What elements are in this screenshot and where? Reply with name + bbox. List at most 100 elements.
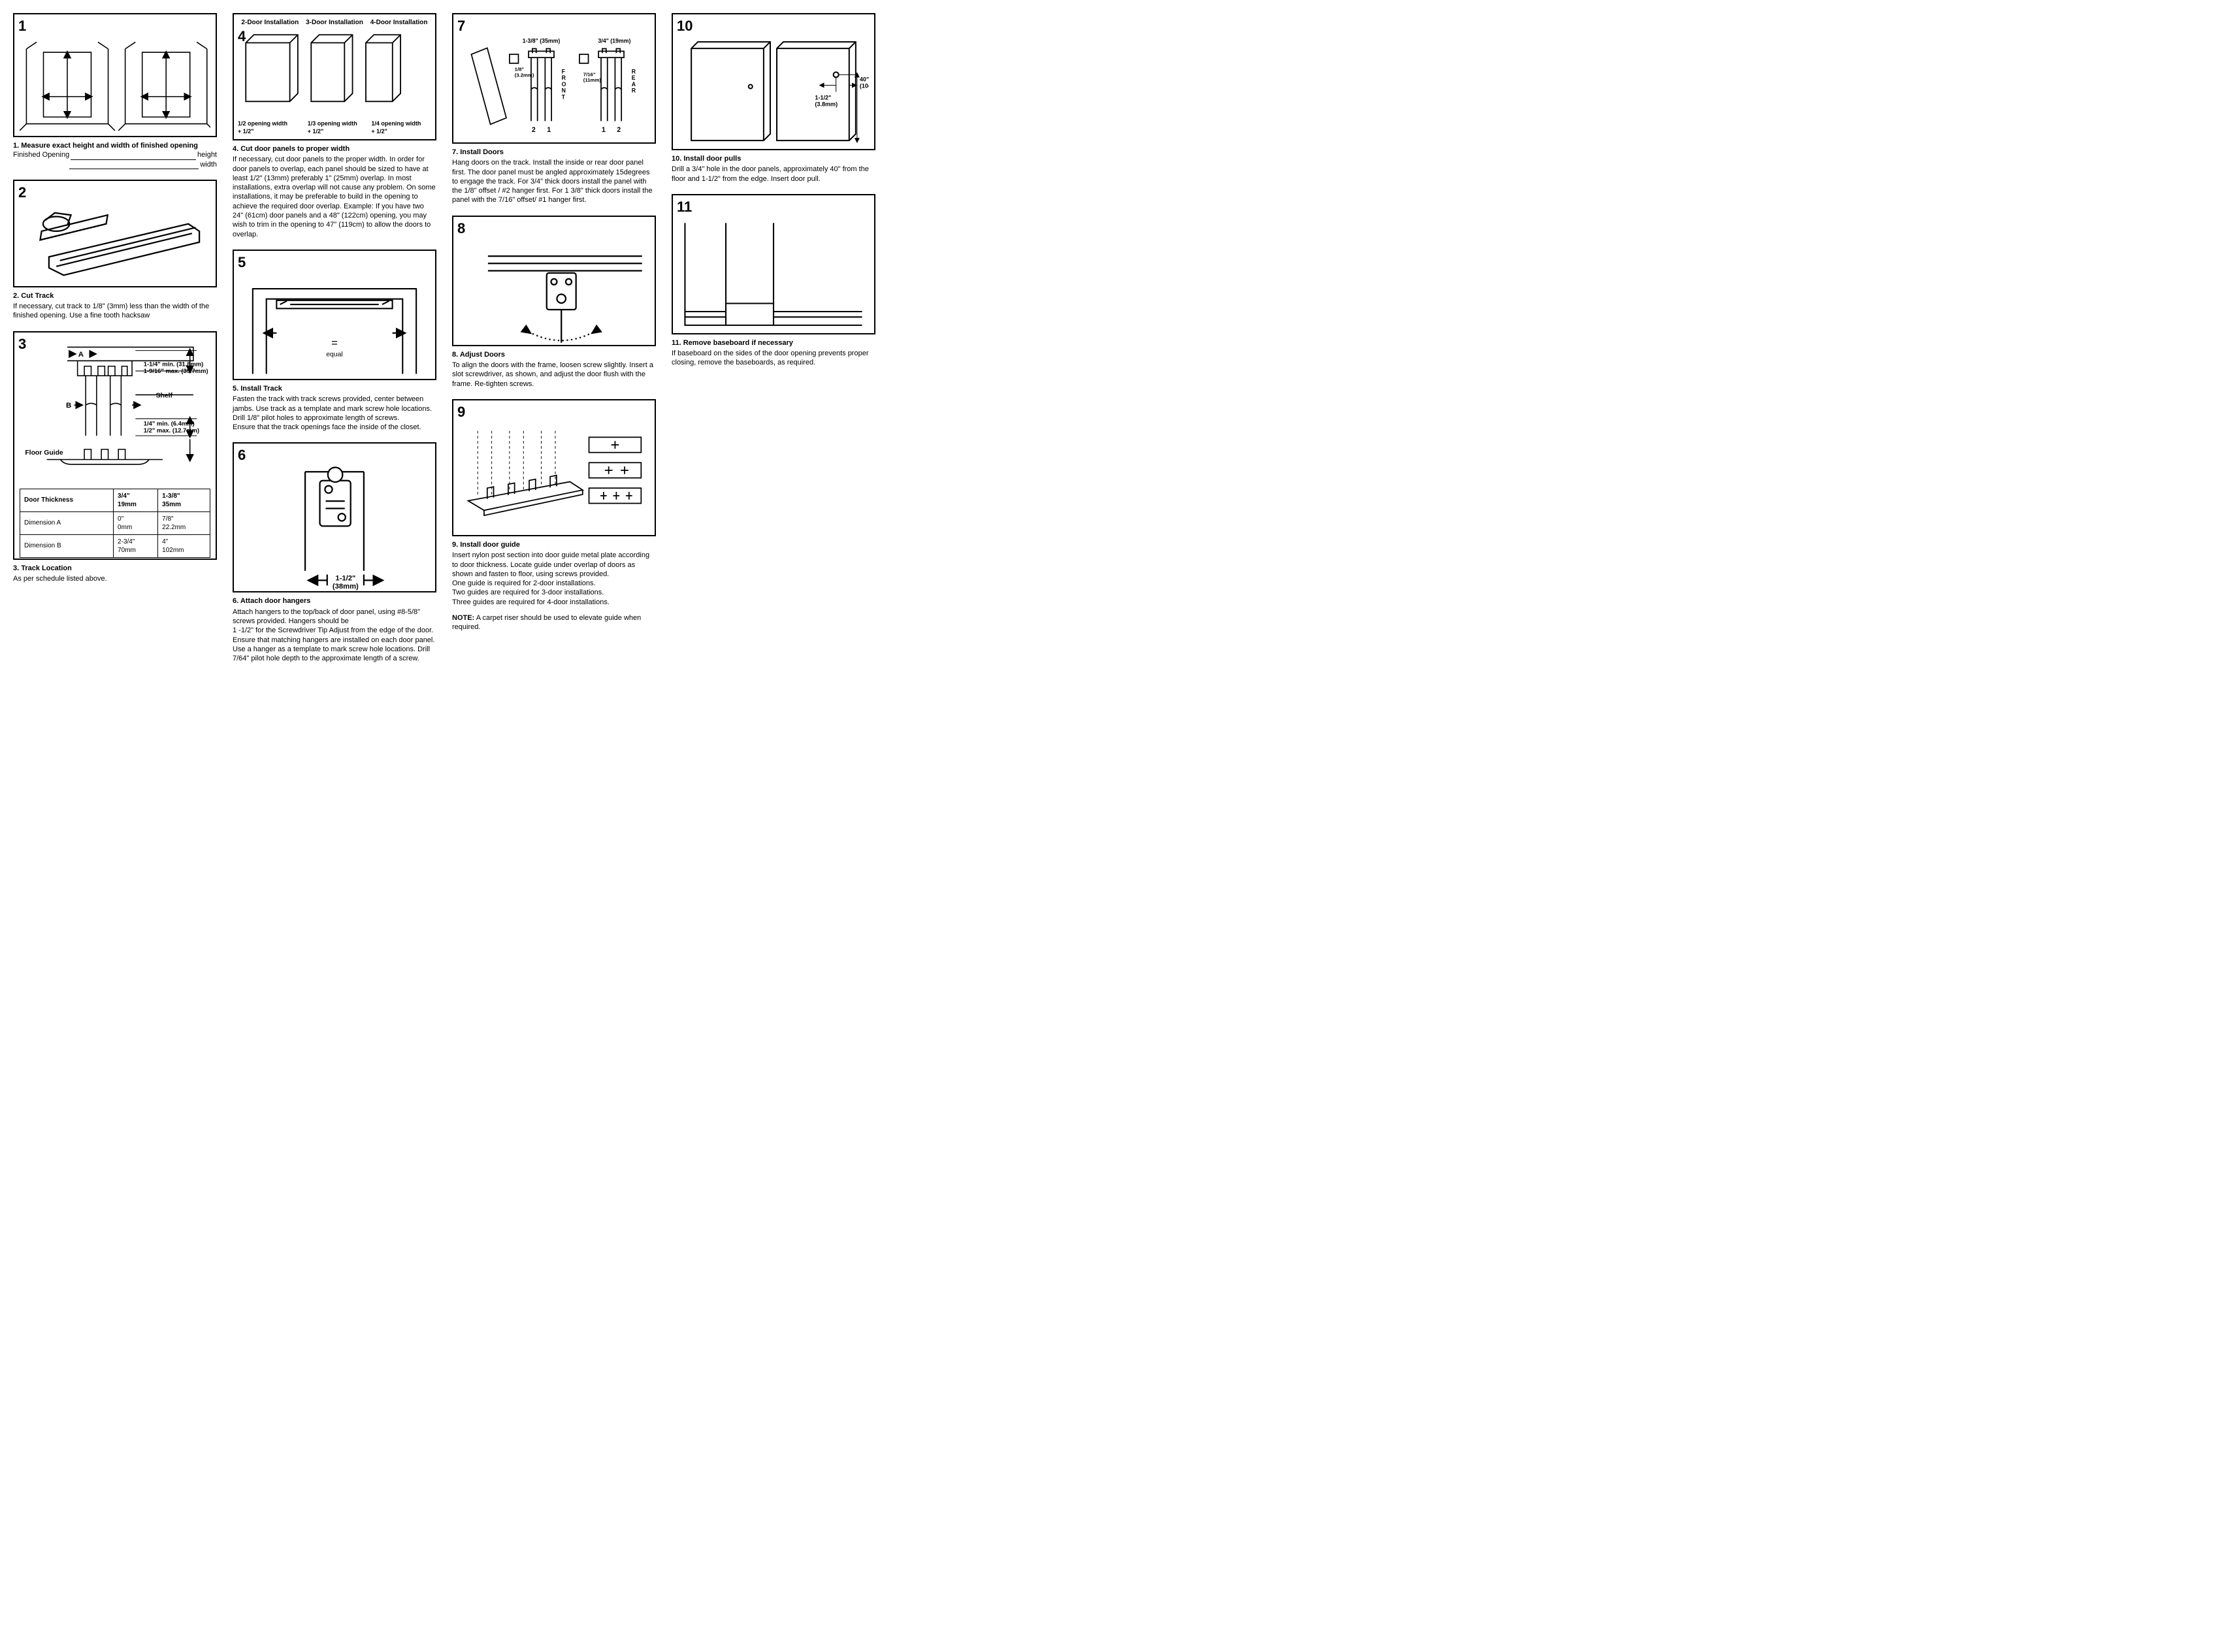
step-1-height-label: height [197,150,217,159]
col-1: 1 [13,13,217,664]
step-4: 2-Door Installation 3-Door Installation … [233,13,436,239]
step-11-num: 11 [677,198,692,217]
step-9-note-label: NOTE: [452,614,474,622]
step-2-body: If necessary, cut track to 1/8" (3mm) le… [13,302,217,321]
step-9-body: Insert nylon post section into door guid… [452,551,656,607]
step-1-panel: 1 [13,13,217,137]
step7-n1b: 1 [602,126,606,134]
step-3-table: Door Thickness 3/4" 19mm 1-3/8" 35mm Dim… [20,489,210,558]
step-5-title: 5. Install Track [233,384,436,393]
step-6: 6 [233,442,436,663]
step5-equal: equal [326,351,342,358]
step-7: 7 [452,13,656,205]
step-1-illustration [20,20,210,137]
step-9-note-body: A carpet riser should be used to elevate… [452,614,641,631]
t-h1: Door Thickness [20,489,114,511]
step-10-num: 10 [677,17,693,36]
step3-dim1: 1-1/4" min. (31.8mm) [144,361,203,367]
step-5: 5 = equal 5. Install Track Fas [233,250,436,432]
step-4-panel: 2-Door Installation 3-Door Installation … [233,13,436,140]
step-8-panel: 8 [452,216,656,346]
step-5-num: 5 [238,253,246,272]
col-3: 7 [452,13,656,664]
t-r2c1: Dimension B [20,534,114,557]
step-2-illustration [20,186,210,290]
step-3-illustration: A B [20,340,210,483]
step4-h3d: 3-Door Installation [306,18,363,27]
step6-dim: 1-1/2"(38mm) [333,575,359,591]
step-1-title: 1. Measure exact height and width of fin… [13,141,217,150]
step-1: 1 [13,13,217,169]
step-6-body: Attach hangers to the top/back of door p… [233,607,436,664]
dim-b-label: B [66,402,71,410]
instruction-sheet: 1 [13,13,875,664]
step3-dim2: 1-9/16" max. (39.7mm) [144,368,208,374]
col-4: 10 1-1/2"(3.8mm) 40"(10cm) [672,13,875,664]
step7-n1a: 1 [547,126,551,134]
col-2: 2-Door Installation 3-Door Installation … [233,13,436,664]
step5-eq-sym: = [331,337,338,349]
t-r1c3: 7/8" 22.2mm [158,511,210,534]
step3-dim3: 1/4" min. (6.4mm) [144,420,195,427]
step-2-num: 2 [18,184,26,202]
t-h3: 1-3/8" 35mm [158,489,210,511]
step7-d4: 7/16"(11mm) [583,71,602,83]
step-8-body: To align the doors with the frame, loose… [452,361,656,389]
step-7-num: 7 [457,17,465,36]
t-r1c2: 0" 0mm [114,511,158,534]
step-10-body: Drill a 3/4" hole in the door panels, ap… [672,165,875,184]
step-8: 8 [452,216,656,389]
step-7-body: Hang doors on the track. Install the ins… [452,158,656,204]
step-3-body: As per schedule listed above. [13,574,217,583]
step3-dim4: 1/2" max. (12.7mm) [144,427,199,434]
step-1-width-label: width [200,160,217,169]
step-11-panel: 11 [672,194,875,334]
step-3: 3 A [13,331,217,584]
step4-h4d: 4-Door Installation [370,18,428,27]
step-5-illustration: = equal [239,256,430,381]
step-11-body: If baseboard on the sides of the door op… [672,349,875,368]
step-10-illustration: 1-1/2"(3.8mm) 40"(10cm) [678,20,869,147]
step-10-panel: 10 1-1/2"(3.8mm) 40"(10cm) [672,13,875,150]
step7-front: FRONT [562,68,566,100]
step-8-num: 8 [457,219,465,238]
step-6-title: 6. Attach door hangers [233,596,436,606]
step-8-illustration [459,222,649,355]
step-6-illustration: 1-1/2"(38mm) [239,449,430,596]
step4-h2d: 2-Door Installation [241,18,299,27]
step-9-num: 9 [457,403,465,422]
step4-cap3: 1/4 opening width + 1/2" [371,120,431,135]
step-2-title: 2. Cut Track [13,291,217,300]
step7-n2b: 2 [617,126,621,134]
step-3-panel: 3 A [13,331,217,560]
step-7-panel: 7 [452,13,656,144]
t-h2: 3/4" 19mm [114,489,158,511]
t-r1c1: Dimension A [20,511,114,534]
step-7-title: 7. Install Doors [452,148,656,157]
step-11: 11 11. Remove baseboard if necessary If … [672,194,875,368]
step-7-illustration: 1-3/8" (35mm) 3/4" (19mm) 1/8"(3.2mm) 7/… [459,20,649,140]
step-3-title: 3. Track Location [13,564,217,573]
step-11-title: 11. Remove baseboard if necessary [672,338,875,348]
step-6-panel: 6 [233,442,436,592]
step-2-panel: 2 [13,180,217,287]
step-5-body: Fasten the track with track screws provi… [233,395,436,432]
step4-cap1: 1/2 opening width + 1/2" [238,120,304,135]
step-3-num: 3 [18,335,26,354]
step-1-width-blank [69,163,199,169]
step-5-panel: 5 = equal [233,250,436,380]
step-11-illustration [678,201,869,336]
step-9-illustration [459,406,649,526]
step10-d2: 40"(10cm) [860,76,869,89]
step-9: 9 [452,399,656,632]
step-4-body: If necessary, cut door panels to the pro… [233,155,436,239]
step7-n2a: 2 [532,126,536,134]
step7-rear: REAR [632,68,636,93]
step-10: 10 1-1/2"(3.8mm) 40"(10cm) [672,13,875,184]
step-9-panel: 9 [452,399,656,536]
step-4-num: 4 [238,27,246,46]
step3-floor-guide: Floor Guide [25,449,63,457]
step7-d1: 1-3/8" (35mm) [523,38,561,44]
step-4-title: 4. Cut door panels to proper width [233,144,436,154]
step-1-height-blank [71,154,196,160]
